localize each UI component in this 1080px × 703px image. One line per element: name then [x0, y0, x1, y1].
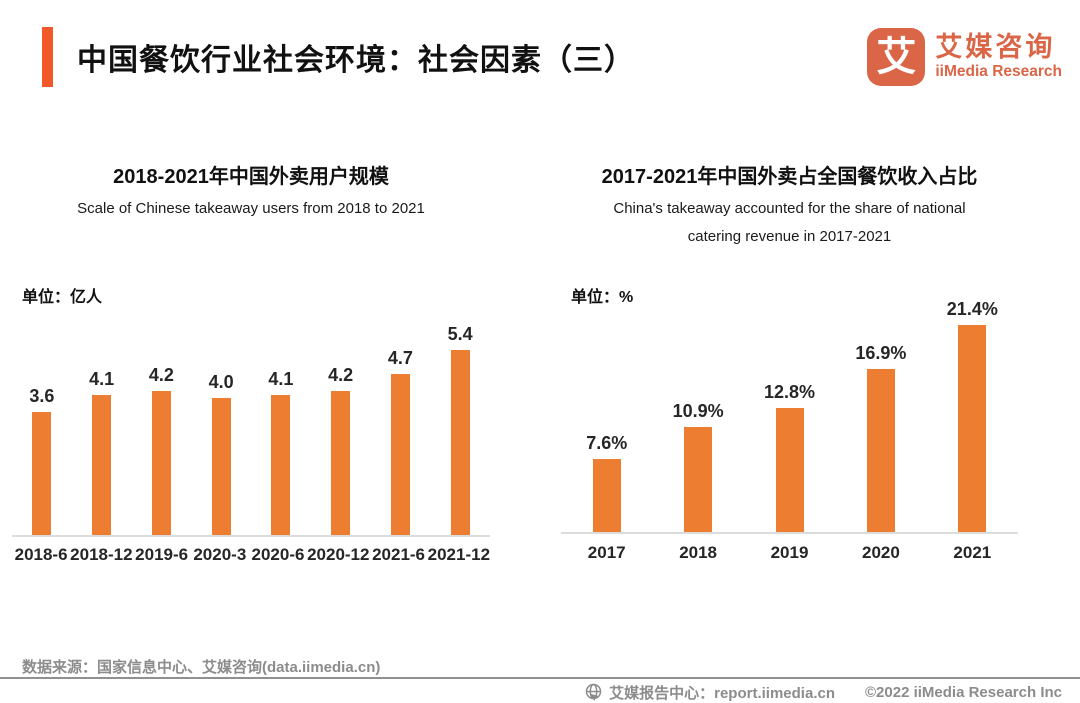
bar-plot-area: 7.6% 10.9% 12.8% 16.9% 21.4% [561, 297, 1018, 534]
x-axis-label: 2021 [953, 543, 992, 562]
bar-value-label: 4.2 [148, 365, 174, 385]
iimedia-logo: 艾 艾媒咨询 iiMedia Research [867, 28, 1062, 86]
x-axis-label: 2020 [862, 543, 900, 562]
bar-value-label: 21.4% [946, 299, 998, 319]
copyright-text: ©2022 iiMedia Research Inc [865, 684, 1062, 701]
x-axis-label: 2020-6 [251, 545, 305, 564]
unit-label: 单位：% [571, 289, 634, 306]
x-axis-label: 2018-12 [70, 545, 133, 564]
chart-takeaway-revenue-share: 2017-2021年中国外卖占全国餐饮收入占比 China's takeaway… [561, 155, 1018, 595]
bar-value-label: 4.1 [89, 369, 115, 389]
bar-value-label: 3.6 [29, 386, 55, 406]
bar-value-label: 5.4 [447, 324, 473, 344]
bar-column-2020-3: 4.0 [191, 372, 251, 535]
bar-column-2021-12: 5.4 [430, 324, 490, 535]
bar [592, 459, 621, 532]
globe-cursor-icon [584, 683, 603, 702]
x-axis-label: 2018 [679, 543, 718, 562]
chart-subtitle-text: China's takeaway accounted for the share… [613, 200, 966, 245]
bar-column-2020: 16.9% [835, 343, 926, 532]
x-axis-label: 2019 [770, 543, 809, 562]
unit-label: 单位：亿人 [22, 289, 103, 306]
footer-bar: 艾媒报告中心：report.iimedia.cn ©2022 iiMedia R… [584, 682, 1062, 703]
header: 中国餐饮行业社会环境：社会因素（三） [42, 27, 635, 87]
bar-column-2020-6: 4.1 [251, 369, 311, 535]
x-axis-label: 2017 [587, 543, 626, 562]
iimedia-logo-mark-icon: 艾 [867, 28, 926, 86]
x-axis-label: 2021-12 [427, 545, 491, 564]
chart-title: 2018-2021年中国外卖用户规模 [113, 166, 389, 188]
bar-value-label: 12.8% [763, 382, 816, 402]
chart-takeaway-user-scale: 2018-2021年中国外卖用户规模 Scale of Chinese take… [12, 155, 490, 595]
bar [390, 374, 410, 535]
iimedia-logo-text: 艾媒咨询 iiMedia Research [935, 31, 1062, 81]
bar-column-2021-6: 4.7 [371, 348, 431, 535]
bar-value-label: 4.0 [208, 372, 234, 392]
title-accent-bar [42, 27, 53, 87]
chart-title: 2017-2021年中国外卖占全国餐饮收入占比 [601, 166, 978, 188]
bar [958, 325, 987, 532]
page-title: 中国餐饮行业社会环境：社会因素（三） [77, 44, 635, 77]
chart-subtitle: Scale of Chinese takeaway users from 201… [12, 195, 490, 223]
bar [92, 395, 112, 535]
bar-plot-area: 3.6 4.1 4.2 4.0 4.1 4.2 4.7 5.4 [12, 322, 490, 537]
chart-subtitle-text: Scale of Chinese takeaway users from 201… [77, 200, 425, 217]
bar [775, 408, 804, 532]
bar-column-2020-12: 4.2 [311, 365, 371, 535]
bar-value-label: 16.9% [855, 343, 907, 363]
report-center-link: 艾媒报告中心：report.iimedia.cn [609, 685, 835, 702]
bar [331, 391, 351, 535]
footer-divider [0, 677, 1080, 679]
bar-value-label: 10.9% [672, 401, 724, 421]
bar [151, 391, 171, 535]
bar-column-2018-6: 3.6 [12, 386, 72, 535]
bar [32, 412, 52, 535]
x-axis-label: 2021-6 [372, 545, 426, 564]
bar [684, 427, 713, 532]
bar-column-2019-6: 4.2 [132, 365, 192, 535]
logo-name-en: iiMedia Research [935, 62, 1062, 80]
bar [866, 369, 895, 532]
bar-column-2021: 21.4% [927, 299, 1018, 532]
chart-subtitle: China's takeaway accounted for the share… [561, 195, 1018, 251]
bar-value-label: 4.1 [268, 369, 294, 389]
data-source-note: 数据来源：国家信息中心、艾媒咨询(data.iimedia.cn) [22, 659, 381, 676]
bar [211, 398, 231, 535]
x-axis-label: 2018-6 [14, 545, 68, 564]
bar-column-2017: 7.6% [561, 433, 652, 532]
bar-column-2019: 12.8% [744, 382, 835, 532]
bar [450, 350, 470, 535]
x-axis-label: 2020-3 [193, 545, 247, 564]
bar-value-label: 4.7 [387, 348, 413, 368]
bar-value-label: 7.6% [586, 433, 628, 453]
x-axis-label: 2020-12 [307, 545, 370, 564]
bar [271, 395, 291, 535]
x-axis: 2018-6 2018-12 2019-6 2020-3 2020-6 2020-12 20… [12, 545, 490, 565]
logo-name-cn: 艾媒咨询 [935, 31, 1056, 62]
bar-value-label: 4.2 [328, 365, 354, 385]
bar-column-2018-12: 4.1 [72, 369, 132, 535]
x-axis-label: 2019-6 [135, 545, 189, 564]
bar-column-2018: 10.9% [652, 401, 743, 532]
x-axis: 2017 2018 2019 2020 2021 [561, 543, 1018, 563]
